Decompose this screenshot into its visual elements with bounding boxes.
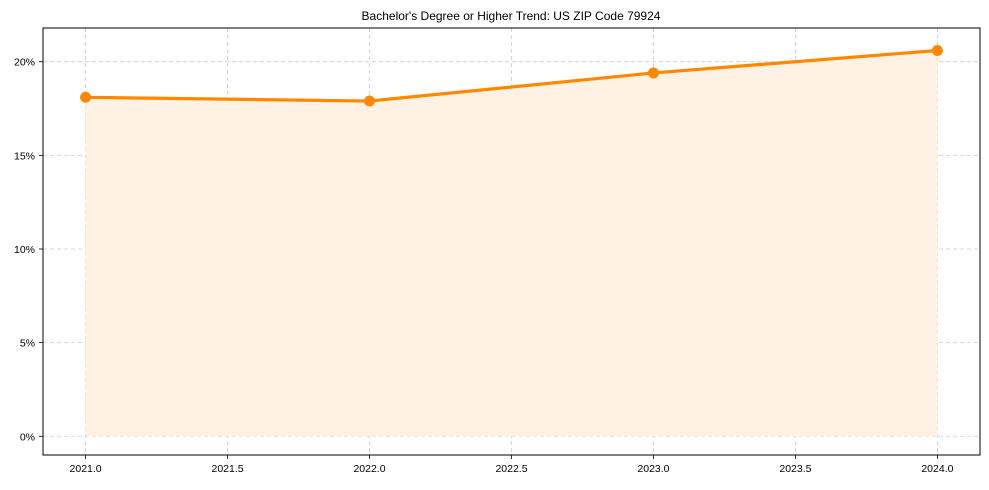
x-axis: 2021.0 2021.5 2022.0 2022.5 2023.0 2023.5 2024… [70,455,954,475]
x-tick-label: 2021.0 [70,463,102,475]
x-tick-label: 2021.5 [211,463,243,475]
y-tick-label: 10% [14,244,35,256]
y-tick-label: 5% [20,338,35,350]
x-tick-label: 2024.0 [921,463,953,475]
data-point-marker [931,44,943,56]
chart-title: Bachelor's Degree or Higher Trend: US ZI… [362,9,661,23]
data-points [80,44,943,107]
area-fill [85,50,938,437]
y-tick-label: 15% [14,150,35,162]
x-tick-label: 2022.0 [353,463,385,475]
x-tick-label: 2023.0 [637,463,669,475]
x-tick-label: 2022.5 [495,463,527,475]
y-tick-label: 20% [14,57,35,69]
data-point-marker [80,91,92,103]
x-tick-label: 2023.5 [779,463,811,475]
data-point-marker [364,95,376,107]
data-point-marker [647,67,659,79]
y-tick-label: 0% [20,431,35,443]
y-axis: 0% 5% 10% 15% 20% [14,57,43,443]
data-line [85,48,938,103]
